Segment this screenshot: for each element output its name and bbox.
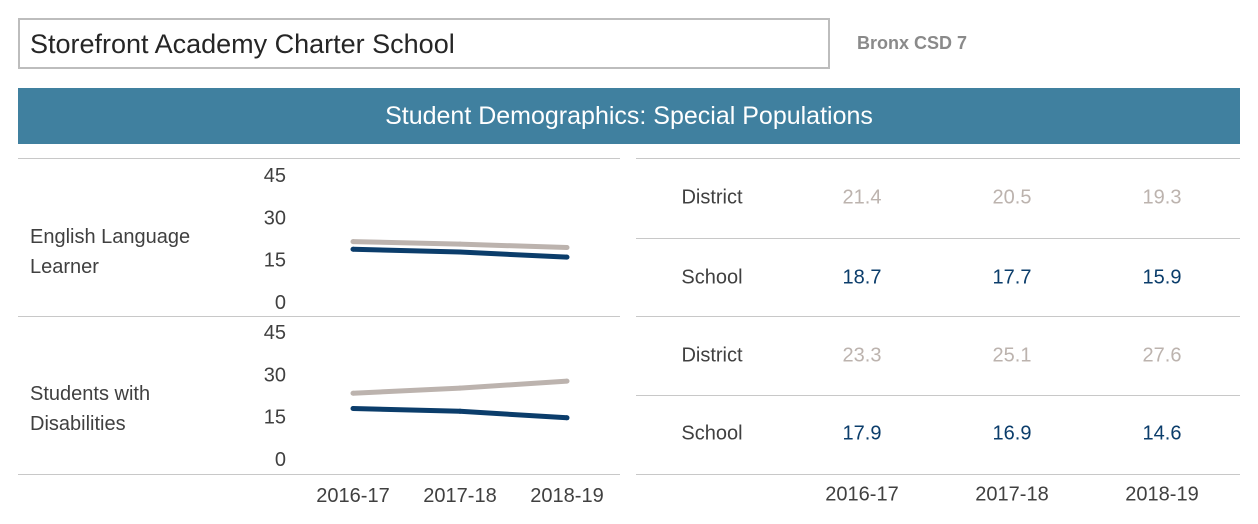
table-cell-value: 17.9 xyxy=(842,422,882,445)
x-tick-label: 2018-19 xyxy=(530,485,603,507)
right-divider-1 xyxy=(636,158,1240,159)
row-label-swd: Students with Disabilities xyxy=(30,379,230,439)
table-column-header: 2017-18 xyxy=(975,483,1049,506)
x-tick-label: 2016-17 xyxy=(316,485,389,507)
y-tick-label: 30 xyxy=(264,207,286,229)
data-point-district xyxy=(350,239,356,245)
y-tick-label: 15 xyxy=(264,407,286,429)
district-label: Bronx CSD 7 xyxy=(857,33,968,53)
data-point-school xyxy=(457,408,463,414)
row-label-swd-line1: Students with xyxy=(30,383,151,405)
row-label-ell-line1: English Language xyxy=(30,226,191,248)
right-divider-4 xyxy=(636,395,1240,396)
y-tick-label: 0 xyxy=(275,449,286,471)
right-divider-5 xyxy=(636,474,1240,475)
x-tick-label: 2017-18 xyxy=(423,485,496,507)
data-point-district xyxy=(564,378,570,384)
data-point-district xyxy=(350,390,356,396)
y-tick-label: 0 xyxy=(275,292,286,314)
left-divider-bottom xyxy=(18,474,620,475)
row-label-swd-line2: Disabilities xyxy=(30,413,126,435)
table-cell-value: 27.6 xyxy=(1142,344,1182,367)
data-point-district xyxy=(564,245,570,251)
right-divider-3 xyxy=(636,316,1240,317)
y-tick-label: 30 xyxy=(264,364,286,386)
table-column-header: 2016-17 xyxy=(825,483,899,506)
table-cell-value: 19.3 xyxy=(1142,186,1182,209)
left-divider-middle xyxy=(18,316,620,317)
y-tick-label: 45 xyxy=(264,165,286,187)
data-point-school xyxy=(564,415,570,421)
y-tick-label: 15 xyxy=(264,250,286,272)
table-cell-value: 25.1 xyxy=(992,344,1032,367)
table-row-label: School xyxy=(681,266,743,289)
data-point-school xyxy=(350,246,356,252)
row-label-ell: English Language Learner xyxy=(30,222,230,282)
table-column-header: 2018-19 xyxy=(1125,483,1199,506)
table-cell-value: 23.3 xyxy=(842,344,882,367)
data-point-school xyxy=(457,249,463,255)
data-point-school xyxy=(564,254,570,260)
right-divider-2 xyxy=(636,238,1240,239)
table-cell-value: 16.9 xyxy=(992,422,1032,445)
school-name-box: Storefront Academy Charter School xyxy=(18,18,830,69)
table-row-label: District xyxy=(681,344,743,367)
table-cell-value: 18.7 xyxy=(842,266,882,289)
school-name: Storefront Academy Charter School xyxy=(30,29,455,59)
row-label-ell-line2: Learner xyxy=(30,256,99,278)
banner-title: Student Demographics: Special Population… xyxy=(18,88,1240,144)
table-cell-value: 14.6 xyxy=(1142,422,1182,445)
data-point-district xyxy=(457,241,463,247)
data-point-district xyxy=(457,385,463,391)
table-cell-value: 15.9 xyxy=(1142,266,1182,289)
table-row-label: School xyxy=(681,422,743,445)
table-cell-value: 17.7 xyxy=(992,266,1032,289)
table-cell-value: 20.5 xyxy=(992,186,1032,209)
y-tick-label: 45 xyxy=(264,322,286,344)
left-divider-top xyxy=(18,158,620,159)
table-cell-value: 21.4 xyxy=(842,186,882,209)
table-row-label: District xyxy=(681,186,743,209)
data-point-school xyxy=(350,405,356,411)
